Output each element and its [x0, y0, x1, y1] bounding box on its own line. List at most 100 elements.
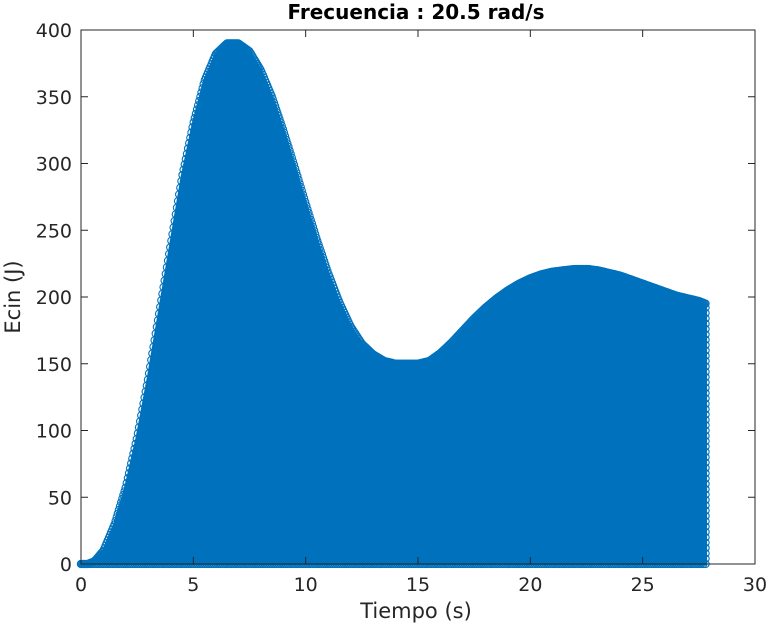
scatter-marker	[119, 490, 128, 500]
scatter-marker	[142, 381, 151, 390]
scatter-marker	[181, 154, 190, 164]
scatter-marker	[701, 314, 710, 323]
scatter-marker	[309, 226, 319, 235]
scatter-marker	[304, 208, 313, 217]
scatter-marker	[701, 372, 710, 382]
scatter-marker	[255, 63, 264, 73]
scatter-marker	[188, 123, 197, 132]
scatter-marker	[701, 335, 710, 344]
y-tick-label: 200	[36, 287, 72, 309]
y-tick-label: 50	[48, 487, 72, 509]
scatter-marker	[701, 453, 710, 462]
y-tick-label: 300	[36, 154, 72, 176]
scatter-marker	[196, 92, 205, 101]
scatter-marker	[190, 113, 199, 123]
scatter-marker	[280, 132, 290, 141]
scatter-marker	[302, 201, 311, 210]
scatter-marker	[303, 204, 312, 214]
scatter-marker	[701, 330, 710, 339]
scatter-marker	[111, 516, 120, 526]
scatter-marker	[307, 219, 317, 228]
scatter-marker	[283, 139, 292, 148]
scatter-marker	[701, 458, 710, 467]
scatter-marker	[292, 168, 301, 177]
scatter-marker	[288, 157, 298, 166]
scatter-marker	[701, 399, 710, 408]
scatter-marker	[187, 128, 196, 137]
scatter-marker	[186, 133, 195, 143]
scatter-marker	[701, 324, 710, 334]
scatter-marker	[701, 351, 710, 360]
scatter-marker	[110, 520, 119, 529]
scatter-marker	[122, 478, 131, 488]
scatter-marker	[701, 299, 710, 308]
scatter-marker	[132, 434, 141, 444]
scatter-marker	[295, 179, 304, 188]
scatter-marker	[701, 378, 710, 387]
scatter-marker	[701, 501, 710, 510]
scatter-marker	[112, 513, 121, 522]
scatter-marker	[140, 393, 149, 402]
scatter-marker	[701, 538, 710, 547]
scatter-marker	[701, 490, 710, 499]
x-tick-label: 25	[631, 574, 655, 596]
scatter-marker	[180, 160, 189, 169]
scatter-marker	[701, 340, 710, 350]
scatter-marker	[301, 197, 310, 207]
scatter-marker	[285, 146, 294, 155]
scatter-marker	[282, 135, 291, 144]
scatter-marker	[701, 415, 710, 424]
y-tick-label: 400	[36, 20, 72, 42]
scatter-marker	[294, 175, 303, 184]
scatter-marker	[701, 367, 710, 376]
scatter-marker	[290, 164, 300, 173]
y-tick-label: 0	[60, 554, 72, 576]
scatter-marker	[701, 394, 710, 403]
scatter-marker	[306, 215, 315, 225]
scatter-marker	[298, 190, 308, 199]
scatter-marker	[701, 469, 710, 478]
scatter-marker	[287, 153, 296, 162]
scatter-marker	[701, 410, 710, 419]
scatter-marker	[286, 149, 295, 159]
scatter-marker	[141, 387, 150, 396]
scatter-marker	[118, 494, 127, 503]
scatter-marker	[128, 454, 137, 463]
scatter-marker	[191, 109, 201, 118]
scatter-marker	[701, 495, 710, 505]
scatter-marker	[293, 171, 302, 181]
x-tick-label: 5	[187, 574, 199, 596]
scatter-marker	[701, 474, 710, 483]
x-tick-label: 30	[743, 574, 767, 596]
scatter-marker	[701, 426, 710, 435]
scatter-marker	[701, 543, 710, 553]
scatter-marker	[701, 388, 710, 398]
scatter-marker	[177, 176, 186, 186]
x-tick-label: 15	[406, 574, 430, 596]
scatter-marker	[701, 431, 710, 440]
scatter-marker	[701, 447, 710, 457]
y-tick-label: 250	[36, 220, 72, 242]
scatter-marker	[137, 411, 146, 420]
scatter-marker	[178, 170, 187, 180]
scatter-marker	[121, 483, 130, 492]
scatter-marker	[197, 88, 206, 97]
y-axis-title: Ecin (J)	[1, 260, 25, 333]
scatter-marker	[701, 442, 710, 451]
scatter-marker	[134, 423, 144, 432]
scatter-marker	[701, 356, 710, 366]
scatter-marker	[701, 506, 710, 515]
scatter-marker	[182, 149, 192, 158]
y-tick-label: 150	[36, 354, 72, 376]
scatter-marker	[701, 522, 710, 531]
scatter-marker	[701, 319, 710, 328]
scatter-marker	[289, 160, 299, 170]
scatter-marker	[701, 533, 710, 542]
scatter-marker	[129, 449, 138, 458]
scatter-marker	[139, 399, 148, 408]
scatter-marker	[124, 469, 134, 478]
series-layer	[76, 39, 710, 569]
